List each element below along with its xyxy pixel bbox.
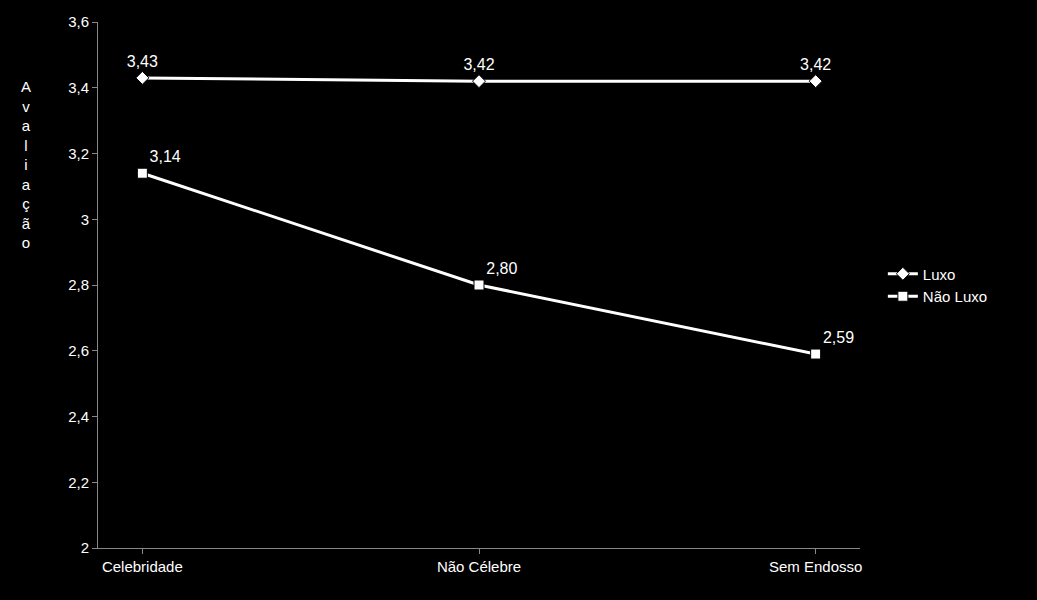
svg-text:3,6: 3,6 [68, 13, 89, 30]
svg-text:3,42: 3,42 [463, 56, 494, 73]
svg-text:2,2: 2,2 [68, 474, 89, 491]
svg-text:2,4: 2,4 [68, 408, 89, 425]
svg-text:Sem Endosso: Sem Endosso [769, 558, 862, 575]
svg-text:Celebridade: Celebridade [102, 558, 183, 575]
svg-text:2,80: 2,80 [486, 260, 517, 277]
svg-text:2,8: 2,8 [68, 276, 89, 293]
svg-text:3,14: 3,14 [150, 148, 181, 165]
svg-text:Não Luxo: Não Luxo [923, 288, 987, 305]
svg-text:2: 2 [81, 539, 89, 556]
svg-text:2,6: 2,6 [68, 342, 89, 359]
svg-text:2,59: 2,59 [823, 329, 854, 346]
svg-text:3,4: 3,4 [68, 79, 89, 96]
svg-text:Luxo: Luxo [923, 266, 956, 283]
svg-text:Não Célebre: Não Célebre [437, 558, 521, 575]
svg-text:3: 3 [81, 211, 89, 228]
svg-text:3,42: 3,42 [800, 56, 831, 73]
svg-text:Avaliação: Avaliação [21, 78, 31, 251]
svg-text:3,43: 3,43 [127, 53, 158, 70]
svg-text:3,2: 3,2 [68, 145, 89, 162]
